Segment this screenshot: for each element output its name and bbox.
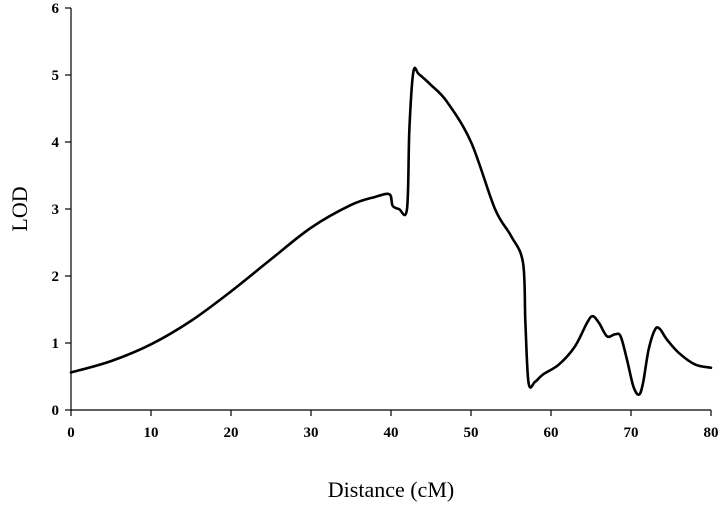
x-tick-label: 50 (464, 425, 479, 441)
x-tick-label: 0 (67, 425, 75, 441)
lod-series-line (69, 66, 713, 396)
x-ticks: 0 10 20 30 40 50 60 70 80 (67, 410, 719, 441)
y-tick-label: 4 (52, 135, 60, 151)
y-tick-label: 0 (52, 403, 60, 419)
x-axis-title: Distance (cM) (328, 477, 454, 502)
series-layer (69, 66, 713, 396)
x-tick-label: 10 (144, 425, 159, 441)
y-tick-label: 3 (52, 202, 60, 218)
x-tick-label: 60 (544, 425, 559, 441)
y-tick-label: 6 (52, 1, 60, 17)
axes (70, 8, 711, 411)
x-tick-label: 40 (384, 425, 399, 441)
y-axis-title: LOD (7, 186, 32, 231)
y-ticks: 0 1 2 3 4 5 6 (52, 1, 71, 419)
x-tick-label: 70 (624, 425, 639, 441)
y-tick-label: 2 (52, 269, 60, 285)
y-tick-label: 5 (52, 68, 60, 84)
x-tick-label: 20 (224, 425, 239, 441)
y-tick-label: 1 (52, 336, 60, 352)
x-tick-label: 30 (304, 425, 319, 441)
x-tick-label: 80 (704, 425, 719, 441)
